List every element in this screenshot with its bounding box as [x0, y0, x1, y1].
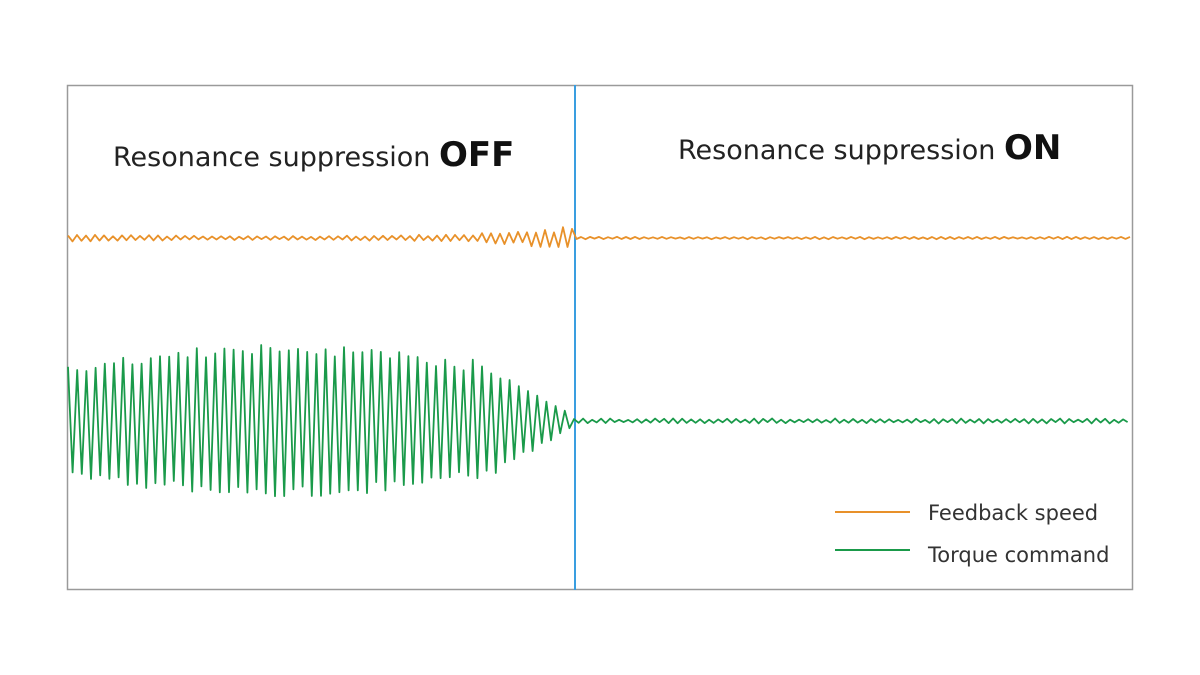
frame — [66, 84, 1134, 591]
title-state: OFF — [439, 135, 514, 175]
title-text: Resonance suppression — [678, 135, 995, 166]
legend-label: Torque command — [927, 543, 1109, 567]
panel-title: Resonance suppression ON — [678, 128, 1061, 168]
waveform — [67, 226, 1131, 248]
waveform — [67, 344, 1129, 498]
panel-title: Resonance suppression OFF — [113, 135, 514, 175]
legend-label: Feedback speed — [928, 501, 1098, 525]
title-state: ON — [1004, 128, 1061, 168]
waveforms — [67, 226, 1131, 498]
title-text: Resonance suppression — [113, 142, 430, 173]
